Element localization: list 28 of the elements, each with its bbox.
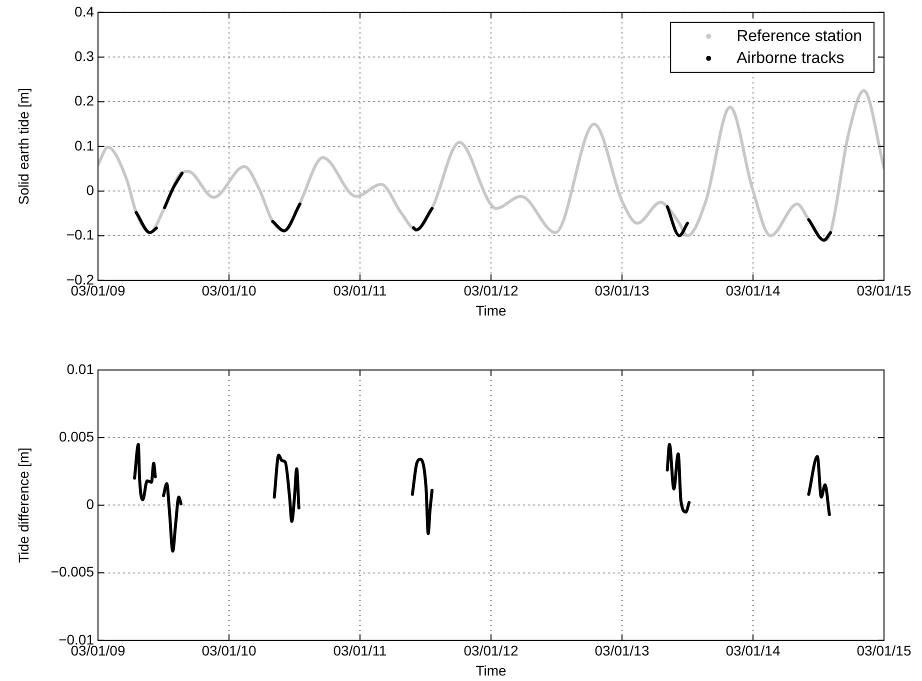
y-tick-label: −0.1	[66, 226, 94, 243]
y-tick-label: 0.2	[74, 92, 94, 109]
x-tick-label: 03/01/11	[333, 282, 387, 299]
y-tick-label: 0.4	[74, 3, 94, 20]
y-tick-label: 0.3	[74, 48, 94, 64]
x-tick-label: 03/01/14	[726, 642, 780, 659]
x-tick-label: 03/01/13	[594, 642, 650, 659]
y-tick-label: 0	[86, 496, 94, 512]
y-tick-label: −0.005	[50, 564, 94, 580]
x-axis-title: Time	[476, 662, 507, 678]
y-tick-label: 0.01	[66, 360, 94, 377]
legend-label: Reference station	[736, 28, 862, 45]
y-tick-label: 0	[86, 182, 94, 198]
y-axis-title: Solid earth tide [m]	[15, 88, 32, 205]
y-tick-label: 0.1	[74, 137, 94, 154]
x-tick-label: 03/01/13	[594, 282, 650, 299]
y-tick-label: 0.005	[58, 428, 94, 444]
x-tick-label: 03/01/14	[726, 282, 780, 299]
x-tick-label: 03/01/15	[856, 642, 912, 659]
x-tick-label: 03/01/10	[202, 282, 256, 299]
x-tick-label: 03/01/12	[464, 282, 518, 299]
x-tick-label: 03/01/10	[202, 642, 256, 659]
x-axis-title: Time	[476, 302, 507, 318]
x-tick-label: 03/01/12	[464, 642, 518, 659]
x-tick-label: 03/01/15	[856, 282, 912, 299]
x-tick-label: 03/01/11	[333, 642, 387, 659]
legend-label: Airborne tracks	[736, 50, 844, 67]
y-axis-title: Tide difference [m]	[15, 448, 32, 563]
